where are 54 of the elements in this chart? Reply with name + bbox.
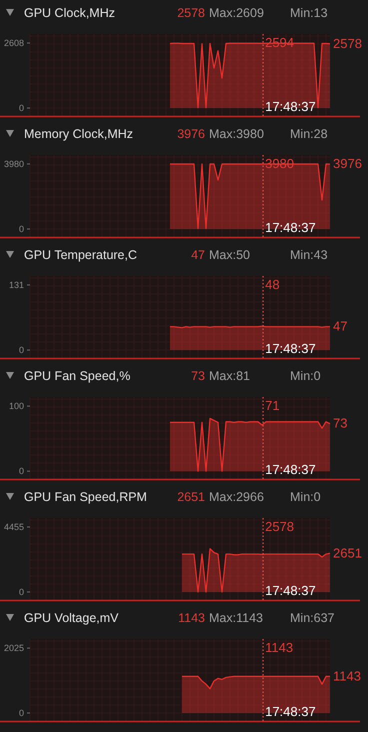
- chart-title: Memory Clock,MHz: [24, 127, 134, 141]
- text: Max:2966: [209, 490, 264, 504]
- text: Min:28: [290, 127, 328, 141]
- text: 47: [191, 248, 206, 262]
- text: 2651: [333, 545, 362, 560]
- chart-title: GPU Fan Speed,RPM: [24, 490, 147, 504]
- annotation: 3980: [265, 156, 294, 171]
- annotation: 17:48:37: [265, 220, 316, 235]
- text: Min:0: [290, 490, 321, 504]
- y-tick-label: 0: [18, 708, 24, 718]
- annotation: 17:48:37: [265, 341, 316, 356]
- text: 3976: [333, 156, 362, 172]
- y-tick-label: 2025: [4, 643, 24, 654]
- annotation: 1143: [265, 640, 294, 655]
- y-tick-label: 4455: [4, 522, 24, 532]
- text: Max:50: [209, 248, 250, 262]
- text: 1143: [178, 611, 206, 625]
- annotation: 17:48:37: [265, 462, 316, 477]
- y-tick-label: 131: [8, 280, 24, 290]
- annotation: 2594: [265, 35, 294, 50]
- text: Min:43: [290, 248, 328, 262]
- text: 3976: [177, 127, 206, 141]
- text: 1143: [333, 668, 361, 684]
- text: Max:81: [209, 369, 250, 383]
- annotation: 17:48:37: [265, 99, 316, 114]
- text: Max:1143: [209, 611, 264, 625]
- y-tick-label: 0: [18, 466, 24, 476]
- text: 2578: [177, 6, 206, 20]
- text: 2651: [177, 490, 206, 504]
- y-tick-label: 0: [18, 102, 24, 113]
- annotation: 48: [265, 277, 280, 292]
- text: Max:3980: [209, 127, 264, 141]
- text: 73: [333, 416, 348, 431]
- y-tick-label: 3980: [4, 158, 24, 169]
- y-tick-label: 0: [18, 224, 24, 234]
- chart-title: GPU Fan Speed,%: [24, 369, 130, 383]
- y-tick-label: 100: [8, 400, 24, 411]
- annotation: 17:48:37: [265, 704, 316, 719]
- annotation: 71: [265, 398, 280, 413]
- text: Min:0: [290, 369, 321, 383]
- y-tick-label: 2608: [4, 38, 24, 48]
- text: Min:637: [290, 611, 335, 625]
- text: Max:2609: [209, 6, 264, 20]
- annotation: 2578: [265, 519, 294, 534]
- chart-title: GPU Clock,MHz: [24, 6, 115, 20]
- text: Min:13: [290, 6, 328, 20]
- annotation: 17:48:37: [265, 583, 316, 598]
- y-tick-label: 0: [18, 344, 24, 355]
- text: 73: [191, 369, 206, 383]
- chart-title: GPU Voltage,mV: [24, 611, 120, 625]
- y-tick-label: 0: [18, 586, 24, 597]
- chart-title: GPU Temperature,C: [24, 248, 138, 262]
- text: 47: [333, 318, 348, 334]
- text: 2578: [333, 36, 362, 51]
